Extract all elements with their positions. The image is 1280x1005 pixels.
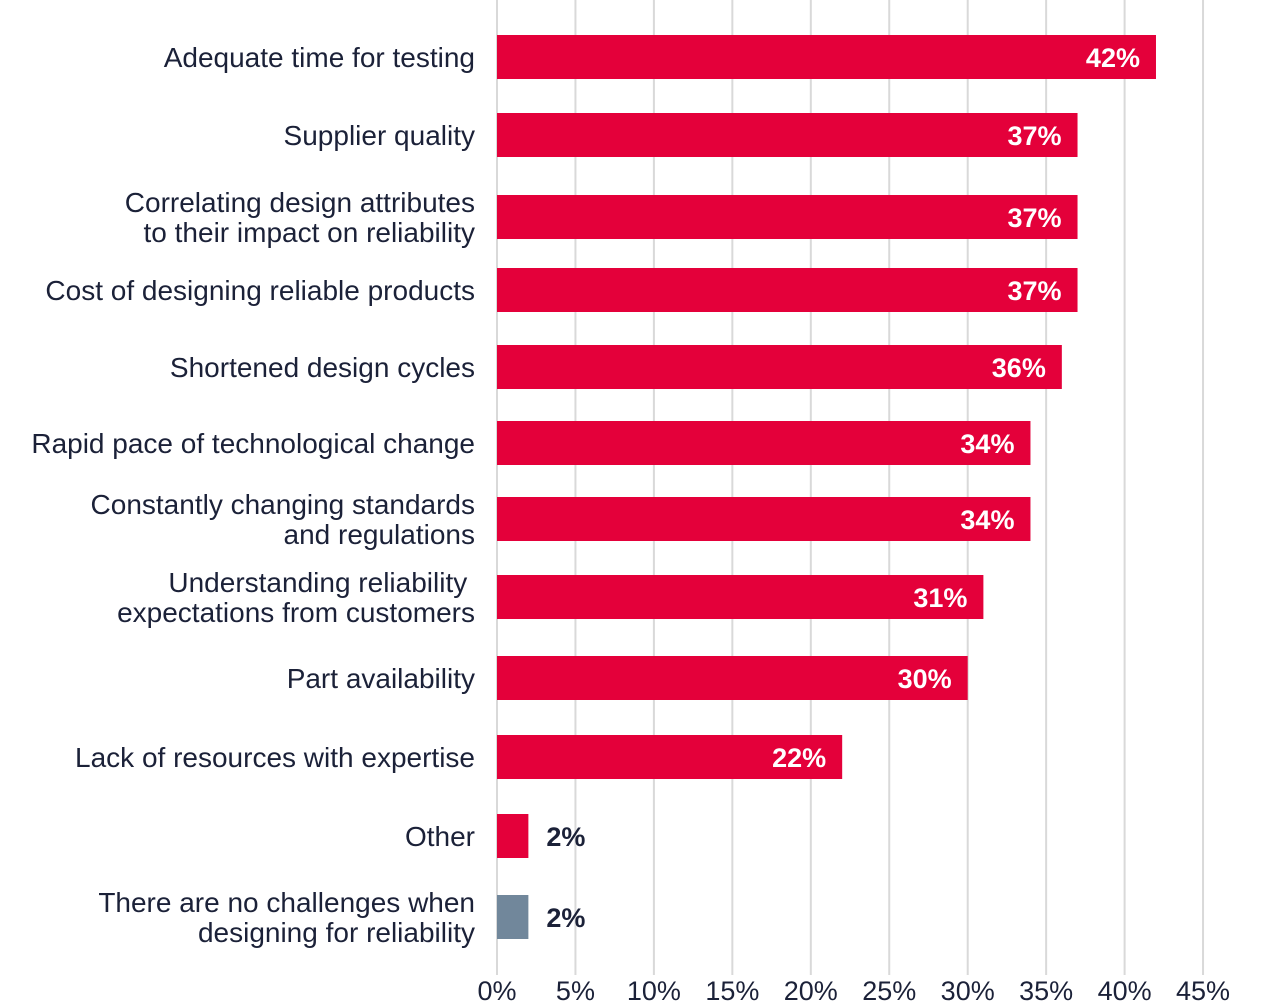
bar xyxy=(497,497,1031,541)
category-label: Other xyxy=(405,821,475,852)
x-tick-label: 15% xyxy=(705,976,759,1005)
category-label-line: Cost of designing reliable products xyxy=(45,275,475,306)
bar xyxy=(497,575,984,619)
x-tick-label: 30% xyxy=(941,976,995,1005)
value-label: 30% xyxy=(898,664,952,694)
category-label-line: Correlating design attributes xyxy=(125,187,475,218)
value-label: 2% xyxy=(546,822,585,852)
bar xyxy=(497,814,529,858)
category-label-line: Supplier quality xyxy=(284,120,475,151)
bar xyxy=(497,345,1062,389)
value-label: 2% xyxy=(546,903,585,933)
category-label: Rapid pace of technological change xyxy=(31,428,475,459)
value-label: 34% xyxy=(960,429,1014,459)
bar xyxy=(497,656,968,700)
gridlines xyxy=(496,0,1205,975)
category-label: Cost of designing reliable products xyxy=(45,275,475,306)
category-label-line: Understanding reliability xyxy=(168,567,475,598)
x-tick-label: 45% xyxy=(1176,976,1230,1005)
value-label: 22% xyxy=(772,743,826,773)
category-label-line: Other xyxy=(405,821,475,852)
bar xyxy=(497,268,1078,312)
x-tick-label: 5% xyxy=(556,976,595,1005)
category-label: Lack of resources with expertise xyxy=(75,742,475,773)
category-label-line: There are no challenges when xyxy=(98,887,475,918)
value-label: 37% xyxy=(1007,203,1061,233)
category-label: Correlating design attributes to their im… xyxy=(125,187,475,248)
category-label: Understanding reliability expectations f… xyxy=(117,567,475,628)
category-label: Shortened design cycles xyxy=(170,352,475,383)
category-labels: Adequate time for testing Supplier qualit… xyxy=(31,42,475,948)
bars xyxy=(497,35,1156,939)
value-label: 42% xyxy=(1086,43,1140,73)
category-label: Adequate time for testing xyxy=(164,42,475,73)
category-label-line: Shortened design cycles xyxy=(170,352,475,383)
category-label-line: Adequate time for testing xyxy=(164,42,475,73)
category-label: Constantly changing standards and regulat… xyxy=(91,489,475,550)
category-label-line: Constantly changing standards xyxy=(91,489,475,520)
bar xyxy=(497,195,1078,239)
x-axis-tick-labels: 0% 5% 10% 15% 20% 25% 30% 35% 40% 45% xyxy=(477,976,1230,1005)
category-label-line: Rapid pace of technological change xyxy=(31,428,475,459)
bar xyxy=(497,421,1031,465)
category-label-line: designing for reliability xyxy=(198,917,475,948)
x-tick-label: 10% xyxy=(627,976,681,1005)
x-tick-label: 40% xyxy=(1098,976,1152,1005)
category-label-line: Lack of resources with expertise xyxy=(75,742,475,773)
value-label: 36% xyxy=(992,353,1046,383)
category-label-line: expectations from customers xyxy=(117,597,475,628)
value-label: 37% xyxy=(1007,121,1061,151)
value-label: 34% xyxy=(960,505,1014,535)
bar xyxy=(497,113,1078,157)
x-tick-label: 35% xyxy=(1019,976,1073,1005)
x-tick-label: 0% xyxy=(477,976,516,1005)
x-tick-label: 20% xyxy=(784,976,838,1005)
value-labels: 42% 37% 37% 37% 36% 34% 34% 31% 30% 22% 2% 2% xyxy=(546,43,1140,933)
category-label-line: and regulations xyxy=(284,519,475,550)
x-tick-label: 25% xyxy=(862,976,916,1005)
bar xyxy=(497,895,529,939)
value-label: 31% xyxy=(913,583,967,613)
category-label: There are no challenges when designing fo… xyxy=(98,887,475,948)
bar xyxy=(497,735,843,779)
category-label-line: to their impact on reliability xyxy=(144,217,475,248)
bar xyxy=(497,35,1156,79)
category-label-line: Part availability xyxy=(287,663,475,694)
category-label: Supplier quality xyxy=(284,120,475,151)
value-label: 37% xyxy=(1007,276,1061,306)
category-label: Part availability xyxy=(287,663,475,694)
